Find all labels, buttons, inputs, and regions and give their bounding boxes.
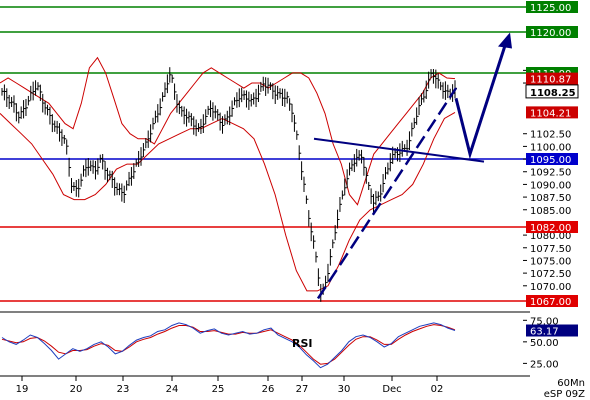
level-badge-1125.00 [526, 1, 578, 13]
symbol-label: eSP 09Z [544, 389, 585, 400]
level-label-1120.00: 1120.00 [530, 28, 571, 39]
forecast-arrowhead [498, 32, 512, 49]
bollinger-bands [0, 56, 456, 292]
price-tick-label: 1090.00 [530, 180, 571, 191]
rsi-current-badge [526, 324, 578, 337]
price-tick-label: 1092.50 [530, 168, 571, 179]
time-tick-label: Dec [382, 384, 401, 395]
level-label-1067.00: 1067.00 [530, 297, 571, 308]
rsi-tick-label: 25.00 [530, 359, 559, 370]
level-label-1125.00: 1125.00 [530, 3, 571, 14]
current-price-badge [525, 84, 579, 99]
price-tick-label: 1100.00 [530, 142, 571, 153]
rsi-signal-line [1, 324, 456, 365]
forecast-arrow [454, 32, 512, 160]
horizontal-levels [0, 6, 530, 302]
rising-support-trendline [316, 87, 458, 300]
time-tick-label: 24 [166, 384, 179, 395]
trendlines [313, 87, 485, 300]
rsi-title: RSI [292, 337, 313, 350]
price-tick-label: 1072.50 [530, 269, 571, 280]
bollinger-upper [0, 56, 456, 206]
time-tick-label: 02 [431, 384, 444, 395]
time-tick-label: 19 [16, 384, 29, 395]
level-badge-1067.00 [526, 295, 578, 307]
level-badges: 1125.001120.001112.001095.001082.001067.… [525, 1, 579, 308]
bollinger-upper-label: 1110.87 [530, 75, 571, 86]
price-tick-label: 1102.50 [530, 130, 571, 141]
price-tick-label: 1080.00 [530, 231, 571, 242]
level-label-1095.00: 1095.00 [530, 155, 571, 166]
price-tick-label: 1075.00 [530, 256, 571, 267]
current-price-label: 1108.25 [530, 88, 576, 99]
forecast-path [454, 42, 508, 160]
bollinger-lower [0, 111, 456, 292]
price-bars [1, 67, 457, 302]
time-tick-label: 20 [70, 384, 83, 395]
price-tick-label: 1087.50 [530, 193, 571, 204]
level-label-1082.00: 1082.00 [530, 223, 571, 234]
rsi-tick-label: 75.00 [530, 316, 559, 327]
time-tick-label: 27 [296, 384, 309, 395]
bollinger-upper-badge [526, 72, 578, 85]
price-tick-label: 1085.00 [530, 206, 571, 217]
price-tick-label: 1077.50 [530, 244, 571, 255]
time-tick-label: 30 [338, 384, 351, 395]
timeframe-label: 60Mn [557, 378, 585, 389]
time-tick-label: 23 [117, 384, 130, 395]
time-tick-label: 26 [262, 384, 275, 395]
level-badge-1082.00 [526, 221, 578, 233]
bollinger-lower-badge [526, 106, 578, 119]
rsi-line [1, 322, 456, 369]
time-tick-label: 25 [212, 384, 225, 395]
level-badge-1095.00 [526, 153, 578, 165]
rsi-tick-label: 50.00 [530, 338, 559, 349]
rsi-current-label: 63.17 [530, 326, 559, 337]
bollinger-lower-label: 1104.21 [530, 108, 571, 119]
level-badge-1120.00 [526, 26, 578, 38]
price-tick-label: 1070.00 [530, 282, 571, 293]
wedge-top-trendline [313, 137, 485, 163]
